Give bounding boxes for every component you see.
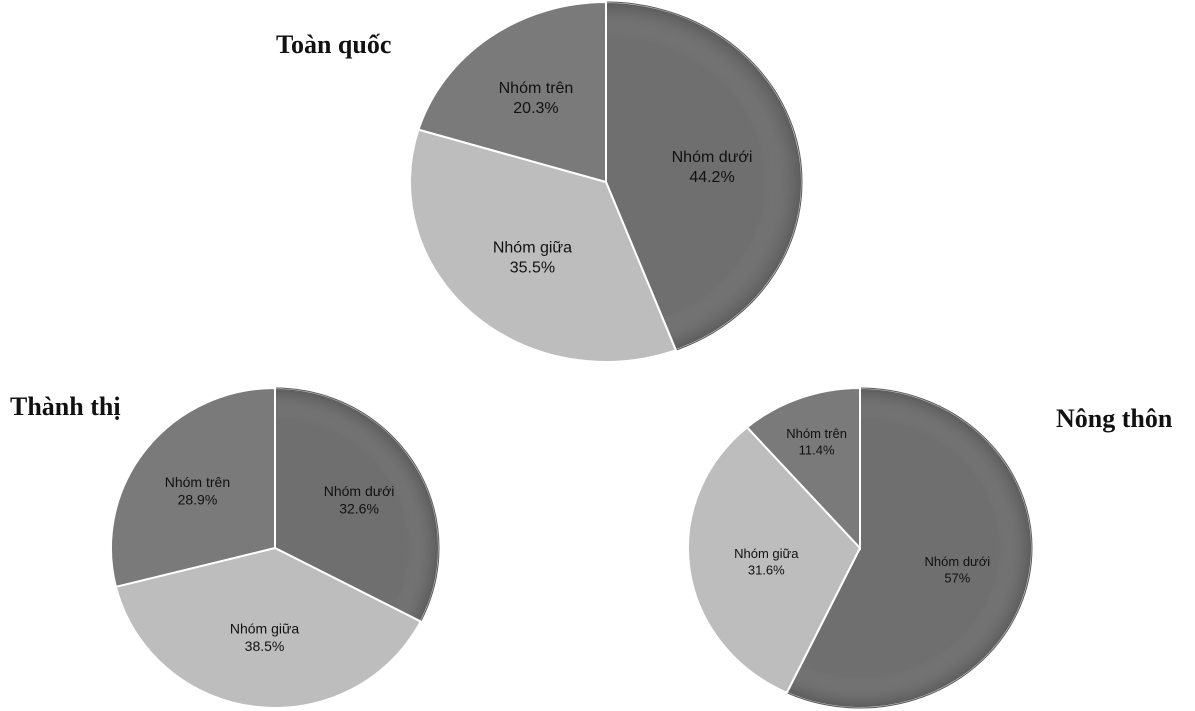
slice-label-name: Nhóm giữa [493, 239, 572, 256]
slice-label-name: Nhóm giữa [734, 546, 799, 561]
slice-label-nhom-duoi: Nhóm dưới 44.2% [672, 149, 753, 186]
slice-label-value: 57% [944, 570, 970, 585]
chart-title-thanh-thi: Thành thị [10, 392, 121, 421]
pie-slice-nhom-giua [409, 128, 678, 363]
slice-label-name: Nhóm dưới [324, 483, 395, 499]
pie-chart-nong-thon: Nhóm dưới 57% Nhóm giữa 31.6% Nhóm trên 11.4% [687, 386, 1034, 709]
pie-chart-toan-quoc: Nhóm dưới 44.2% Nhóm giữa 35.5% Nhóm trên 20.… [409, 0, 803, 363]
pie-slice-nhom-tren [417, 0, 607, 184]
slice-label-value: 31.6% [748, 562, 785, 577]
slice-label-value: 35.5% [510, 259, 555, 276]
slice-label-value: 44.2% [689, 169, 734, 186]
slice-label-name: Nhóm dưới [925, 554, 991, 569]
slice-label-nhom-tren: Nhóm trên 11.4% [786, 426, 847, 457]
slice-label-nhom-giua: Nhóm giữa 38.5% [230, 620, 300, 654]
slice-label-name: Nhóm trên [499, 80, 574, 97]
pie-slice-nhom-giua [114, 546, 423, 709]
slice-label-nhom-giua: Nhóm giữa 35.5% [493, 239, 572, 276]
slice-label-nhom-tren: Nhóm trên 20.3% [499, 80, 574, 117]
slice-label-nhom-duoi: Nhóm dưới 57% [925, 554, 991, 585]
slice-label-name: Nhóm trên [786, 426, 847, 441]
slice-label-value: 20.3% [513, 100, 558, 117]
pie-slice-nhom-tren [110, 386, 276, 589]
chart-title-toan-quoc: Toàn quốc [276, 30, 392, 59]
slice-label-nhom-giua: Nhóm giữa 31.6% [734, 546, 799, 577]
slice-label-nhom-duoi: Nhóm dưới 32.6% [324, 483, 395, 517]
slice-label-name: Nhóm trên [165, 474, 230, 490]
slice-label-value: 38.5% [245, 638, 285, 654]
slice-label-value: 28.9% [178, 491, 218, 507]
slice-label-name: Nhóm giữa [230, 620, 300, 636]
slice-label-value: 11.4% [799, 442, 835, 457]
chart-title-nong-thon: Nông thôn [1056, 404, 1173, 433]
slice-label-nhom-tren: Nhóm trên 28.9% [165, 474, 230, 508]
slice-label-value: 32.6% [339, 501, 379, 517]
pie-slice-nhom-giua [687, 425, 862, 695]
pie-slice-nhom-tren [745, 386, 861, 551]
pie-chart-thanh-thi: Nhóm dưới 32.6% Nhóm giữa 38.5% Nhóm trên 28.… [110, 386, 440, 709]
slice-label-name: Nhóm dưới [672, 149, 753, 166]
